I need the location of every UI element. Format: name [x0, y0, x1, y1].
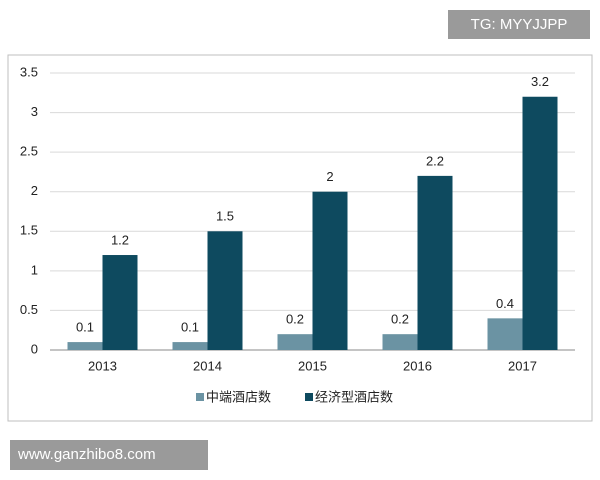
watermark: TG: MYYJJPP: [471, 16, 568, 33]
y-tick-label: 0: [31, 341, 38, 356]
data-label: 0.2: [391, 312, 409, 327]
bar: [382, 334, 418, 350]
chart-frame: [7, 54, 593, 422]
data-label: 3.2: [531, 74, 549, 89]
bar: [172, 342, 208, 350]
y-tick-label: 3: [31, 104, 38, 119]
legend-swatch: [196, 393, 204, 401]
y-tick-label: 1: [31, 262, 38, 277]
data-label: 0.2: [286, 312, 304, 327]
x-tick-label: 2015: [298, 358, 327, 373]
data-label: 1.5: [216, 209, 234, 224]
y-tick-label: 3.5: [20, 64, 38, 79]
bar: [522, 96, 558, 350]
y-tick-label: 2: [31, 183, 38, 198]
legend-label: 经济型酒店数: [315, 389, 393, 404]
bar: [277, 334, 313, 350]
legend-label: 中端酒店数: [206, 389, 271, 404]
bar: [102, 255, 138, 350]
x-tick-label: 2017: [508, 358, 537, 373]
y-tick-label: 1.5: [20, 223, 38, 238]
watermark-box: [448, 10, 590, 39]
data-label: 2.2: [426, 153, 444, 168]
bar: [312, 191, 348, 350]
data-label: 2: [326, 169, 333, 184]
data-label: 0.1: [181, 320, 199, 335]
bar: [207, 231, 243, 350]
data-label: 0.4: [496, 296, 514, 311]
bar: [417, 175, 453, 350]
x-tick-label: 2016: [403, 358, 432, 373]
watermark-box: [10, 440, 208, 470]
bar: [67, 342, 103, 350]
bar: [487, 318, 523, 350]
x-tick-label: 2013: [88, 358, 117, 373]
data-label: 1.2: [111, 232, 129, 247]
data-label: 0.1: [76, 320, 94, 335]
watermark: www.ganzhibo8.com: [17, 446, 156, 463]
y-tick-label: 2.5: [20, 144, 38, 159]
legend-swatch: [305, 393, 313, 401]
x-tick-label: 2014: [193, 358, 222, 373]
y-tick-label: 0.5: [20, 302, 38, 317]
